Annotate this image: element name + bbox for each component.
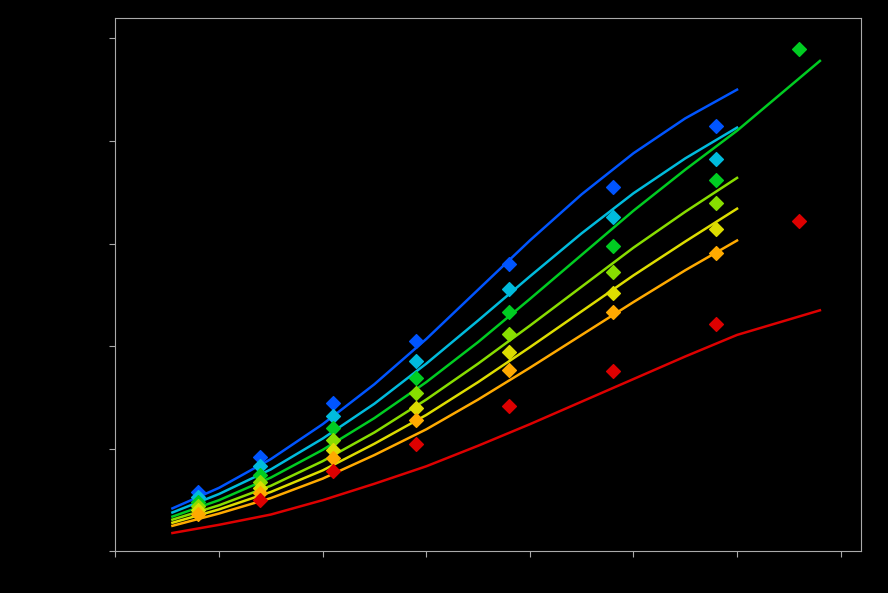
Point: [191, 509, 205, 518]
Point: [326, 435, 340, 444]
Point: [326, 467, 340, 476]
Point: [502, 401, 516, 410]
Point: [191, 492, 205, 502]
Point: [253, 477, 267, 486]
Point: [606, 308, 620, 317]
Point: [326, 412, 340, 421]
Point: [792, 216, 806, 226]
Point: [710, 225, 724, 234]
Point: [253, 470, 267, 479]
Point: [253, 488, 267, 498]
Point: [253, 495, 267, 505]
Point: [191, 502, 205, 511]
Point: [502, 308, 516, 317]
Point: [326, 398, 340, 407]
Point: [253, 452, 267, 462]
Point: [710, 121, 724, 130]
Point: [408, 388, 423, 398]
Point: [606, 241, 620, 250]
Point: [606, 288, 620, 298]
Point: [502, 365, 516, 375]
Point: [191, 498, 205, 507]
Point: [326, 423, 340, 433]
Point: [606, 212, 620, 222]
Point: [326, 445, 340, 455]
Point: [408, 356, 423, 365]
Point: [792, 44, 806, 53]
Point: [253, 483, 267, 493]
Point: [502, 259, 516, 269]
Point: [408, 374, 423, 383]
Point: [710, 155, 724, 164]
Point: [326, 453, 340, 463]
Point: [502, 284, 516, 294]
Point: [253, 461, 267, 471]
Point: [408, 439, 423, 448]
Point: [710, 175, 724, 184]
Point: [606, 366, 620, 375]
Point: [191, 487, 205, 497]
Point: [710, 319, 724, 329]
Point: [191, 506, 205, 515]
Point: [710, 198, 724, 208]
Point: [408, 403, 423, 413]
Point: [606, 267, 620, 277]
Point: [710, 248, 724, 257]
Point: [408, 336, 423, 346]
Point: [606, 183, 620, 192]
Point: [408, 415, 423, 425]
Point: [502, 347, 516, 357]
Point: [502, 329, 516, 339]
